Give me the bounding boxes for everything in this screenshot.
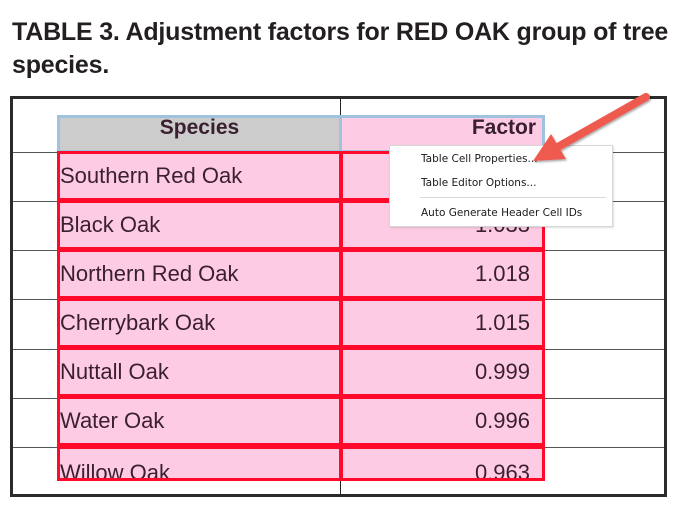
cell-factor[interactable]: 0.963 — [340, 446, 545, 481]
menu-item-table-cell-properties[interactable]: Table Cell Properties... — [421, 153, 538, 165]
context-menu: Table Cell Properties... Table Editor Op… — [389, 145, 613, 227]
cell-species[interactable]: Cherrybark Oak — [57, 298, 342, 348]
cell-species[interactable]: Southern Red Oak — [57, 151, 342, 201]
table-caption: TABLE 3. Adjustment factors for RED OAK … — [12, 18, 669, 79]
menu-item-auto-generate-header-cell-ids[interactable]: Auto Generate Header Cell IDs — [421, 207, 583, 219]
cell-factor[interactable]: 0.996 — [340, 396, 545, 446]
cell-factor[interactable]: 1.015 — [340, 298, 545, 348]
cell-species[interactable]: Water Oak — [57, 396, 342, 446]
menu-item-table-editor-options[interactable]: Table Editor Options... — [421, 177, 537, 189]
cell-species[interactable]: Black Oak — [57, 200, 342, 250]
header-cell-species[interactable]: Species — [57, 115, 342, 153]
menu-separator — [420, 197, 606, 198]
cell-species[interactable]: Northern Red Oak — [57, 249, 342, 299]
cell-factor[interactable]: 1.018 — [340, 249, 545, 299]
cell-factor[interactable]: 0.999 — [340, 347, 545, 397]
cell-species[interactable]: Willow Oak — [57, 446, 342, 481]
cell-species[interactable]: Nuttall Oak — [57, 347, 342, 397]
